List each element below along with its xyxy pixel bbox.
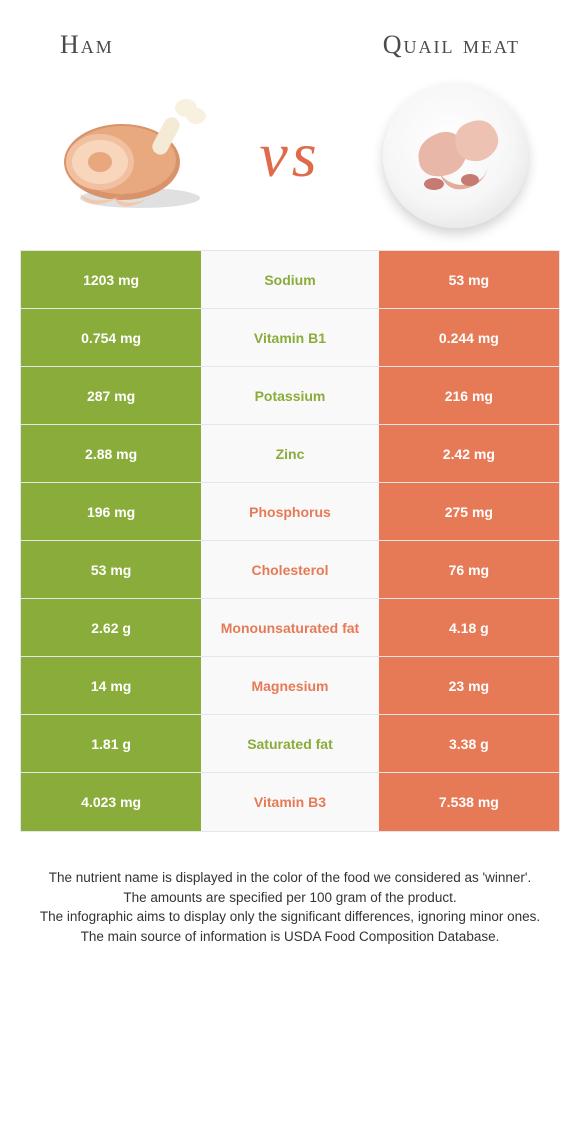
left-value: 4.023 mg [21, 773, 201, 831]
footer-line-1: The nutrient name is displayed in the co… [30, 868, 550, 888]
right-food-image [370, 90, 540, 220]
right-value: 76 mg [379, 541, 559, 598]
table-row: 196 mgPhosphorus275 mg [21, 483, 559, 541]
footer-line-3: The infographic aims to display only the… [30, 907, 550, 927]
left-value: 2.62 g [21, 599, 201, 656]
left-value: 1203 mg [21, 251, 201, 308]
table-row: 53 mgCholesterol76 mg [21, 541, 559, 599]
header-titles: Ham Quail meat [0, 0, 580, 80]
footer-line-4: The main source of information is USDA F… [30, 927, 550, 947]
table-row: 4.023 mgVitamin B37.538 mg [21, 773, 559, 831]
right-value: 23 mg [379, 657, 559, 714]
table-row: 14 mgMagnesium23 mg [21, 657, 559, 715]
nutrient-label: Magnesium [201, 657, 379, 714]
nutrient-label: Vitamin B3 [201, 773, 379, 831]
nutrient-label: Zinc [201, 425, 379, 482]
table-row: 1.81 gSaturated fat3.38 g [21, 715, 559, 773]
vs-row: vs [0, 80, 580, 250]
left-value: 1.81 g [21, 715, 201, 772]
right-food-title: Quail meat [383, 30, 520, 60]
right-value: 4.18 g [379, 599, 559, 656]
left-value: 2.88 mg [21, 425, 201, 482]
infographic-container: Ham Quail meat vs [0, 0, 580, 976]
vs-label: vs [259, 118, 320, 192]
nutrient-label: Saturated fat [201, 715, 379, 772]
right-value: 2.42 mg [379, 425, 559, 482]
right-value: 275 mg [379, 483, 559, 540]
nutrient-label: Sodium [201, 251, 379, 308]
nutrient-label: Phosphorus [201, 483, 379, 540]
left-value: 0.754 mg [21, 309, 201, 366]
left-value: 196 mg [21, 483, 201, 540]
footer-line-2: The amounts are specified per 100 gram o… [30, 888, 550, 908]
right-value: 53 mg [379, 251, 559, 308]
table-row: 287 mgPotassium216 mg [21, 367, 559, 425]
nutrient-label: Monounsaturated fat [201, 599, 379, 656]
left-food-image [40, 90, 210, 220]
footer-notes: The nutrient name is displayed in the co… [0, 832, 580, 976]
left-food-title: Ham [60, 30, 114, 60]
nutrient-label: Vitamin B1 [201, 309, 379, 366]
nutrient-label: Potassium [201, 367, 379, 424]
right-value: 7.538 mg [379, 773, 559, 831]
right-value: 3.38 g [379, 715, 559, 772]
table-row: 1203 mgSodium53 mg [21, 251, 559, 309]
right-value: 0.244 mg [379, 309, 559, 366]
table-row: 2.62 gMonounsaturated fat4.18 g [21, 599, 559, 657]
nutrient-table: 1203 mgSodium53 mg0.754 mgVitamin B10.24… [20, 250, 560, 832]
nutrient-label: Cholesterol [201, 541, 379, 598]
right-value: 216 mg [379, 367, 559, 424]
left-value: 287 mg [21, 367, 201, 424]
left-value: 53 mg [21, 541, 201, 598]
table-row: 2.88 mgZinc2.42 mg [21, 425, 559, 483]
table-row: 0.754 mgVitamin B10.244 mg [21, 309, 559, 367]
left-value: 14 mg [21, 657, 201, 714]
